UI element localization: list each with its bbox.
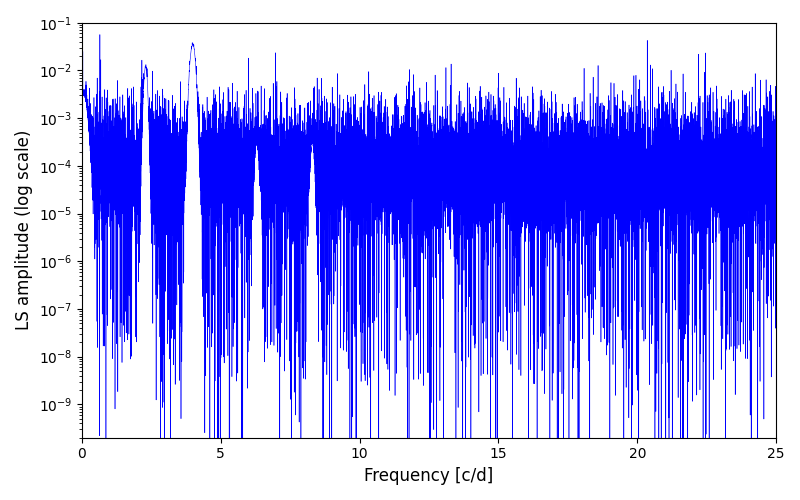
- X-axis label: Frequency [c/d]: Frequency [c/d]: [364, 467, 494, 485]
- Y-axis label: LS amplitude (log scale): LS amplitude (log scale): [15, 130, 33, 330]
